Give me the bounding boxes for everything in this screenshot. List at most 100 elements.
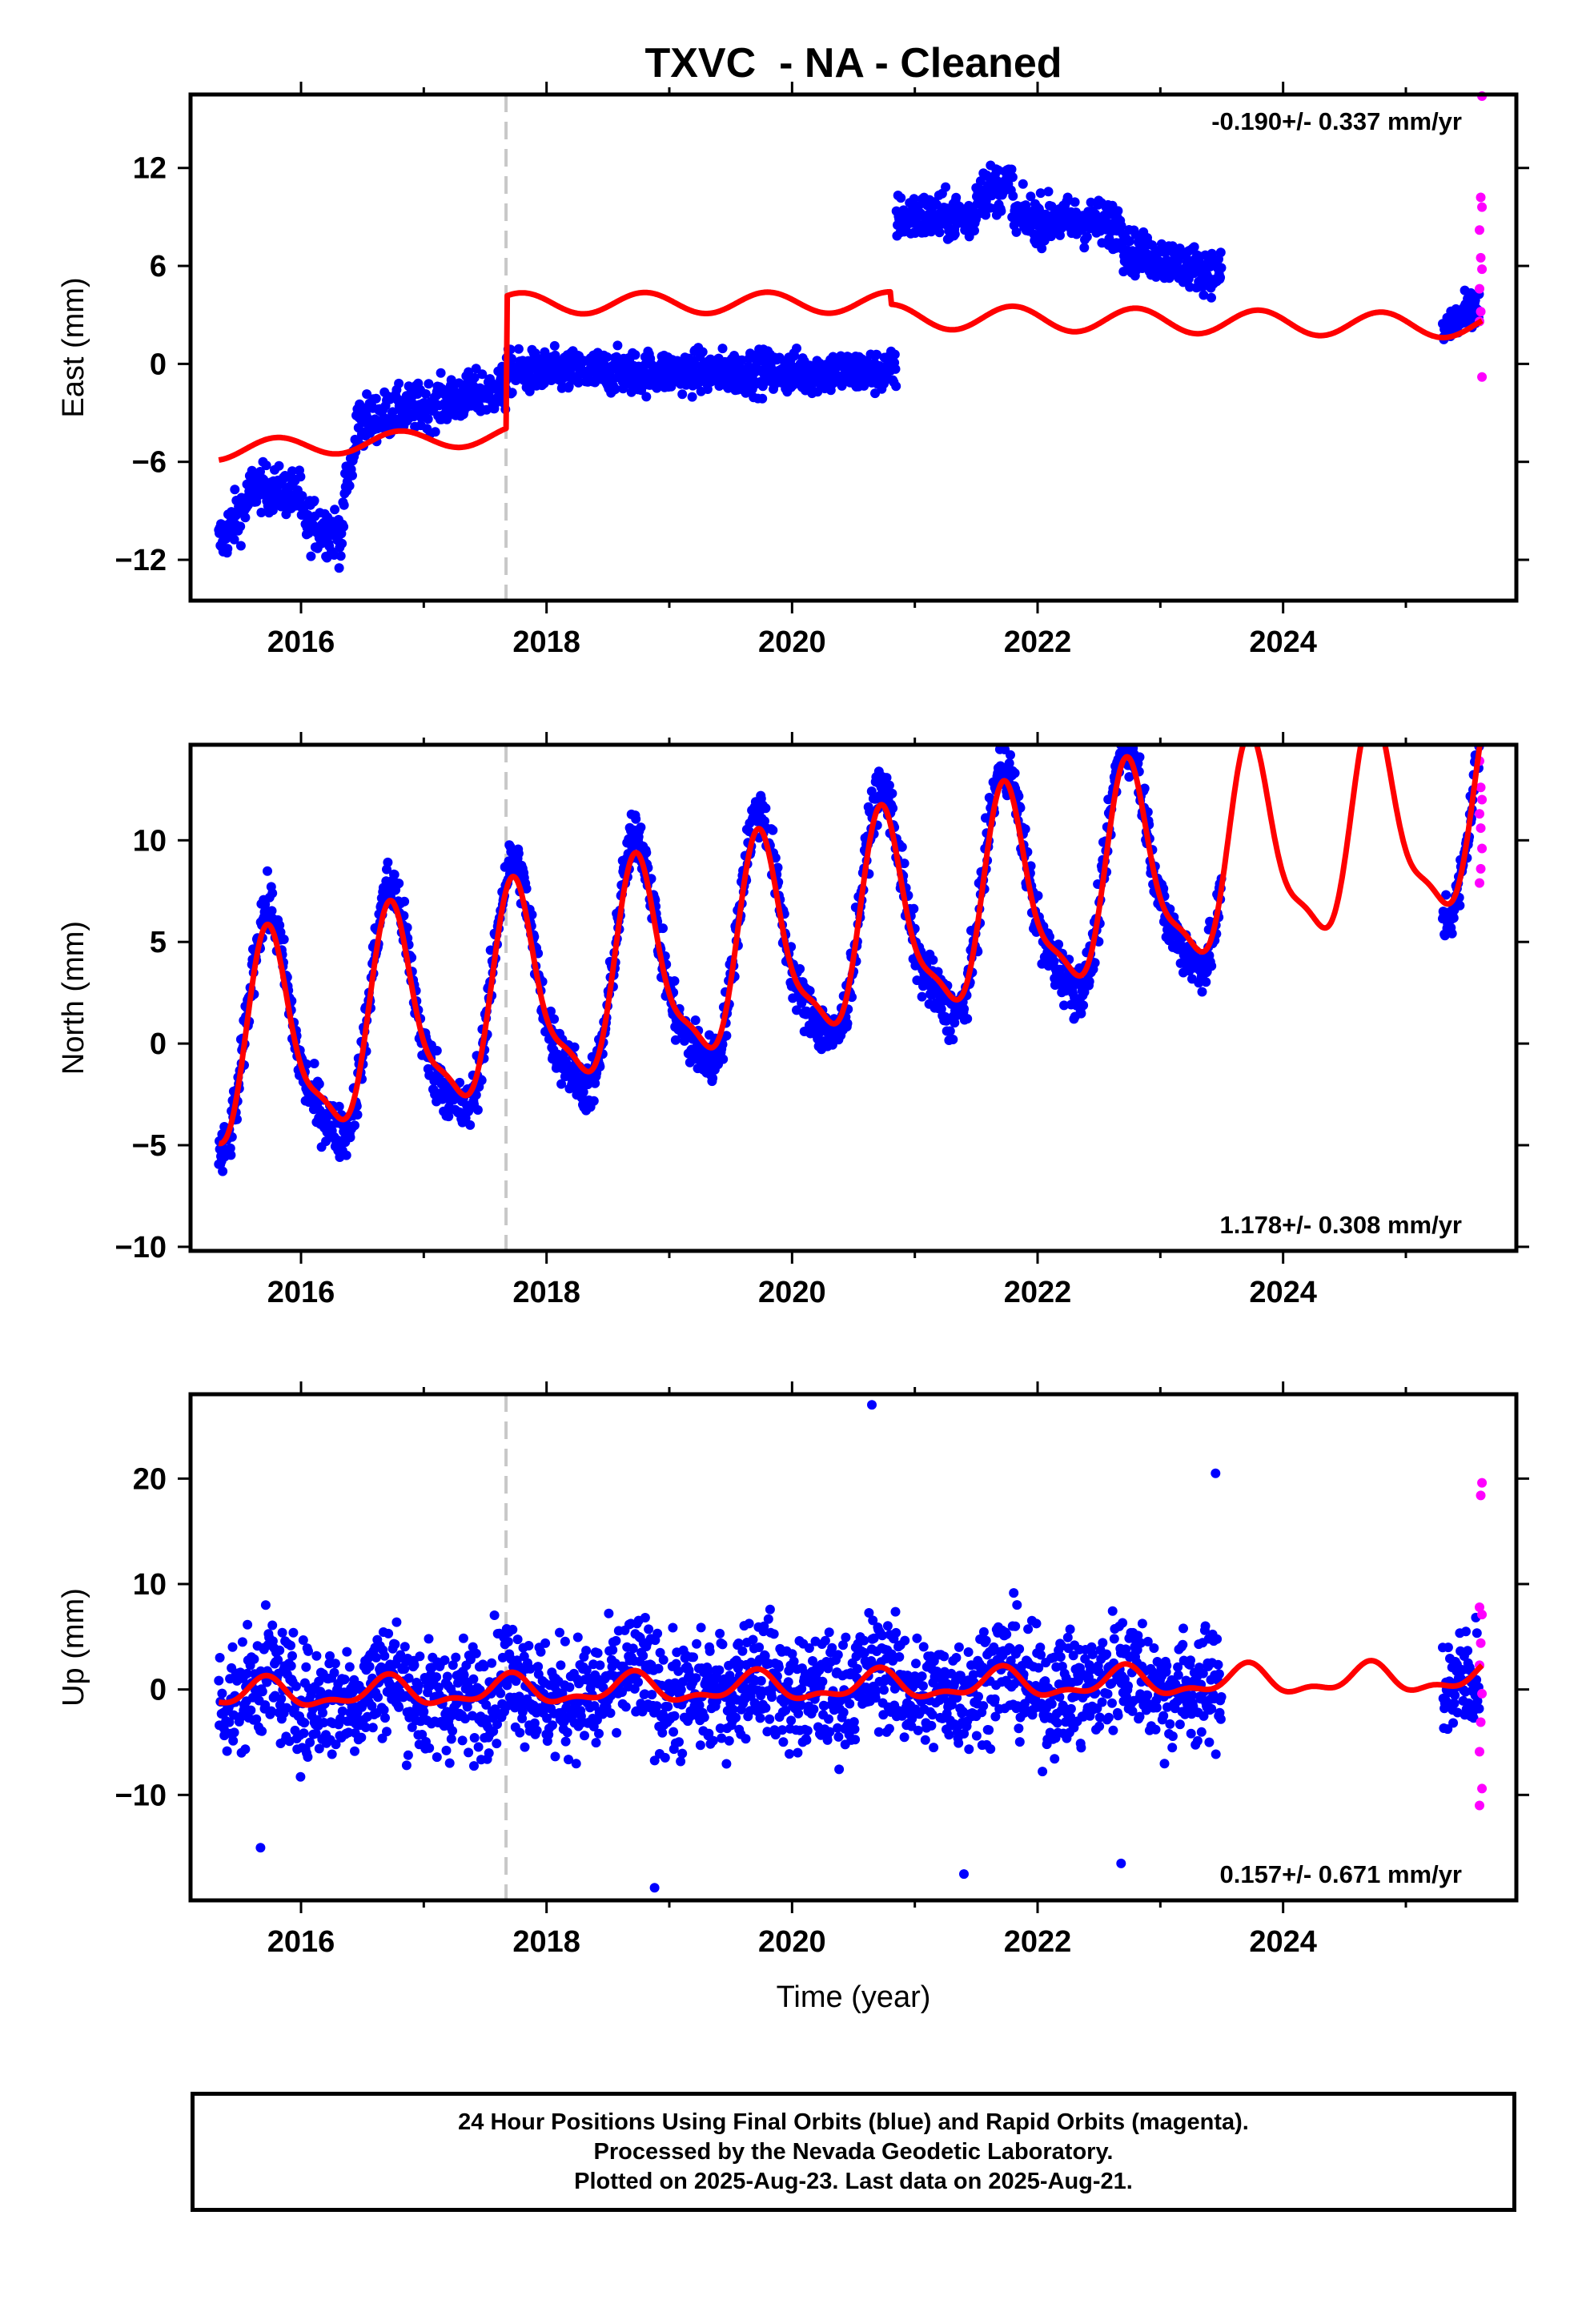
data-point <box>564 1682 575 1692</box>
data-point <box>350 1120 359 1131</box>
data-point <box>344 480 355 491</box>
data-point <box>793 1747 803 1758</box>
data-point <box>792 344 801 353</box>
data-point <box>394 879 404 889</box>
data-point <box>277 1627 287 1638</box>
y-tick-label: 0 <box>150 348 167 381</box>
data-point <box>242 1668 252 1679</box>
data-point <box>605 1708 616 1719</box>
y-axis-label: East (mm) <box>57 277 90 417</box>
data-point <box>550 1751 560 1762</box>
data-point <box>471 1090 481 1100</box>
data-point <box>981 210 991 220</box>
data-point <box>424 1743 435 1753</box>
data-point <box>1215 272 1226 283</box>
data-point <box>770 853 781 863</box>
data-point <box>1033 891 1043 901</box>
data-point <box>890 364 901 374</box>
x-tick-label: 2024 <box>1249 625 1317 659</box>
rapid-point <box>1475 878 1484 888</box>
x-tick-label: 2016 <box>267 1276 335 1309</box>
data-point <box>267 1620 278 1630</box>
data-point <box>674 1737 684 1747</box>
data-point <box>339 500 349 510</box>
data-point <box>299 1728 309 1739</box>
data-point <box>748 1634 758 1645</box>
data-point <box>951 192 962 203</box>
data-point <box>394 378 404 388</box>
data-point <box>458 1633 468 1643</box>
data-point <box>423 414 433 424</box>
x-tick-label: 2022 <box>1004 1276 1072 1309</box>
data-point <box>690 360 701 370</box>
data-point <box>305 1737 315 1747</box>
data-point <box>581 1646 592 1656</box>
data-point <box>224 1717 235 1727</box>
data-point <box>702 384 713 394</box>
data-point <box>881 773 892 783</box>
data-point <box>697 347 708 357</box>
data-point <box>638 1651 648 1661</box>
data-point <box>400 1664 410 1675</box>
data-point <box>1007 172 1018 183</box>
data-point <box>306 551 316 561</box>
rapid-point <box>1475 283 1484 294</box>
data-point <box>773 1663 784 1672</box>
data-point <box>611 1635 621 1646</box>
data-point <box>325 1651 335 1661</box>
data-point <box>721 1759 732 1769</box>
data-point <box>400 896 410 907</box>
data-point <box>763 1614 773 1624</box>
y-axis-label: North (mm) <box>57 921 90 1075</box>
data-point <box>705 1646 715 1656</box>
data-point <box>1199 290 1209 300</box>
data-point <box>1037 243 1047 254</box>
data-point <box>652 1701 662 1711</box>
data-point <box>975 176 986 187</box>
data-point <box>476 1076 487 1085</box>
data-point <box>899 858 909 869</box>
data-point <box>249 1654 259 1664</box>
data-point <box>218 1166 228 1176</box>
data-point <box>676 1756 686 1767</box>
data-point <box>1035 188 1046 199</box>
data-point <box>424 1634 434 1644</box>
data-point <box>295 472 306 482</box>
data-point <box>464 1747 474 1758</box>
data-point <box>1124 721 1134 730</box>
rapid-point <box>1477 843 1488 854</box>
data-point <box>260 1700 271 1711</box>
data-point <box>569 1042 580 1052</box>
data-point <box>721 1031 732 1041</box>
data-point <box>761 803 771 814</box>
data-point <box>257 1726 267 1736</box>
data-point <box>1076 1008 1086 1019</box>
data-point <box>912 975 922 986</box>
data-point <box>708 1073 718 1084</box>
data-point <box>744 1618 754 1629</box>
data-point <box>446 375 456 385</box>
data-point <box>1441 890 1452 900</box>
data-point <box>284 1736 295 1747</box>
data-point <box>941 182 951 192</box>
data-point <box>820 1635 830 1646</box>
y-tick-label: −6 <box>132 446 167 480</box>
data-point <box>237 1637 247 1647</box>
data-point <box>436 368 446 378</box>
data-point <box>263 866 272 876</box>
data-point <box>314 1079 324 1089</box>
data-point <box>432 1046 442 1055</box>
data-point <box>1207 961 1217 971</box>
data-point <box>314 1676 324 1687</box>
data-point <box>489 1610 500 1620</box>
data-point <box>424 379 434 389</box>
data-point <box>714 1665 725 1675</box>
data-point <box>276 1694 287 1704</box>
data-point <box>341 1150 351 1160</box>
data-point <box>367 1701 377 1711</box>
x-tick-label: 2024 <box>1249 1276 1317 1309</box>
rapid-point <box>1476 192 1486 203</box>
data-point <box>801 1735 812 1745</box>
data-point <box>337 538 347 549</box>
data-point <box>717 344 728 354</box>
